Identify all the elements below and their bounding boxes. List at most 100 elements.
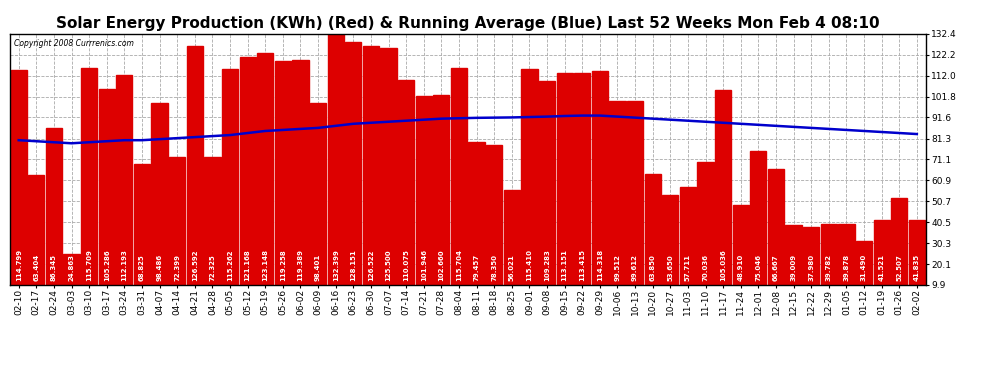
Bar [627, 101, 644, 305]
Bar [222, 69, 239, 305]
Bar [909, 219, 925, 305]
Text: 113.415: 113.415 [579, 249, 585, 281]
Text: 79.457: 79.457 [473, 254, 479, 281]
Bar [839, 224, 854, 305]
Text: 128.151: 128.151 [350, 249, 356, 281]
Bar [29, 175, 45, 305]
Text: 86.345: 86.345 [50, 254, 57, 281]
Bar [151, 103, 167, 305]
Text: 126.592: 126.592 [192, 249, 198, 281]
Bar [257, 53, 273, 305]
Bar [539, 81, 555, 305]
Text: 115.709: 115.709 [86, 249, 92, 281]
Text: 41.835: 41.835 [914, 254, 920, 281]
Bar [556, 73, 573, 305]
Text: 72.399: 72.399 [174, 254, 180, 281]
Title: Solar Energy Production (KWh) (Red) & Running Average (Blue) Last 52 Weeks Mon F: Solar Energy Production (KWh) (Red) & Ru… [56, 16, 879, 31]
Text: 121.168: 121.168 [245, 249, 250, 281]
Text: 52.507: 52.507 [896, 254, 902, 281]
Text: 53.650: 53.650 [667, 254, 673, 281]
Text: 114.318: 114.318 [597, 249, 603, 281]
Bar [644, 174, 660, 305]
Bar [292, 60, 309, 305]
Text: 119.389: 119.389 [297, 249, 304, 281]
Text: 119.258: 119.258 [280, 249, 286, 281]
Bar [99, 89, 115, 305]
Text: 99.512: 99.512 [615, 254, 621, 281]
Bar [891, 198, 908, 305]
Bar [362, 46, 379, 305]
Bar [134, 164, 150, 305]
Bar [856, 241, 872, 305]
Text: 105.286: 105.286 [104, 249, 110, 281]
Bar [768, 169, 784, 305]
Text: 98.401: 98.401 [315, 254, 321, 281]
Text: 98.486: 98.486 [156, 254, 162, 281]
Text: 66.667: 66.667 [773, 254, 779, 281]
Bar [592, 71, 608, 305]
Bar [486, 145, 502, 305]
Bar [204, 157, 221, 305]
Bar [522, 69, 538, 305]
Text: 39.878: 39.878 [843, 254, 849, 281]
Text: 37.980: 37.980 [808, 254, 814, 281]
Text: 24.863: 24.863 [68, 254, 74, 281]
Text: 39.009: 39.009 [791, 254, 797, 281]
Bar [169, 157, 185, 305]
Bar [380, 48, 397, 305]
Bar [662, 195, 678, 305]
Bar [873, 220, 890, 305]
Text: 113.151: 113.151 [561, 249, 567, 281]
Text: 78.350: 78.350 [491, 254, 497, 281]
Text: 109.283: 109.283 [544, 249, 550, 281]
Text: 70.036: 70.036 [703, 254, 709, 281]
Text: 39.782: 39.782 [826, 254, 832, 281]
Text: 63.404: 63.404 [34, 254, 40, 281]
Text: 114.799: 114.799 [16, 249, 22, 281]
Text: 115.262: 115.262 [227, 249, 233, 281]
Bar [434, 95, 449, 305]
Bar [275, 61, 291, 305]
Bar [821, 224, 837, 305]
Text: 112.193: 112.193 [122, 249, 128, 281]
Bar [450, 68, 467, 305]
Text: 31.490: 31.490 [861, 254, 867, 281]
Text: 115.410: 115.410 [527, 249, 533, 281]
Bar [785, 225, 802, 305]
Text: 125.500: 125.500 [385, 249, 391, 281]
Bar [328, 34, 344, 305]
Bar [81, 68, 97, 305]
Text: 48.910: 48.910 [738, 254, 743, 281]
Bar [733, 205, 748, 305]
Text: 105.036: 105.036 [720, 249, 726, 281]
Bar [468, 142, 485, 305]
Text: 101.946: 101.946 [421, 249, 427, 281]
Bar [398, 80, 414, 305]
Bar [116, 75, 133, 305]
Text: 57.711: 57.711 [685, 254, 691, 281]
Bar [240, 57, 255, 305]
Text: 63.850: 63.850 [649, 254, 655, 281]
Bar [610, 101, 626, 305]
Bar [803, 227, 820, 305]
Bar [750, 152, 766, 305]
Text: 126.522: 126.522 [368, 249, 374, 281]
Bar [504, 190, 520, 305]
Bar [416, 96, 432, 305]
Text: 115.704: 115.704 [456, 249, 462, 281]
Text: 72.325: 72.325 [210, 254, 216, 281]
Bar [697, 162, 714, 305]
Text: Copyright 2008 Currrenics.com: Copyright 2008 Currrenics.com [15, 39, 135, 48]
Text: 99.612: 99.612 [632, 254, 639, 281]
Bar [11, 70, 27, 305]
Text: 102.660: 102.660 [439, 249, 445, 281]
Bar [680, 187, 696, 305]
Bar [310, 104, 326, 305]
Text: 56.021: 56.021 [509, 254, 515, 281]
Bar [574, 73, 590, 305]
Bar [187, 46, 203, 305]
Bar [46, 128, 62, 305]
Text: 132.399: 132.399 [333, 249, 339, 281]
Text: 123.148: 123.148 [262, 249, 268, 281]
Bar [63, 254, 79, 305]
